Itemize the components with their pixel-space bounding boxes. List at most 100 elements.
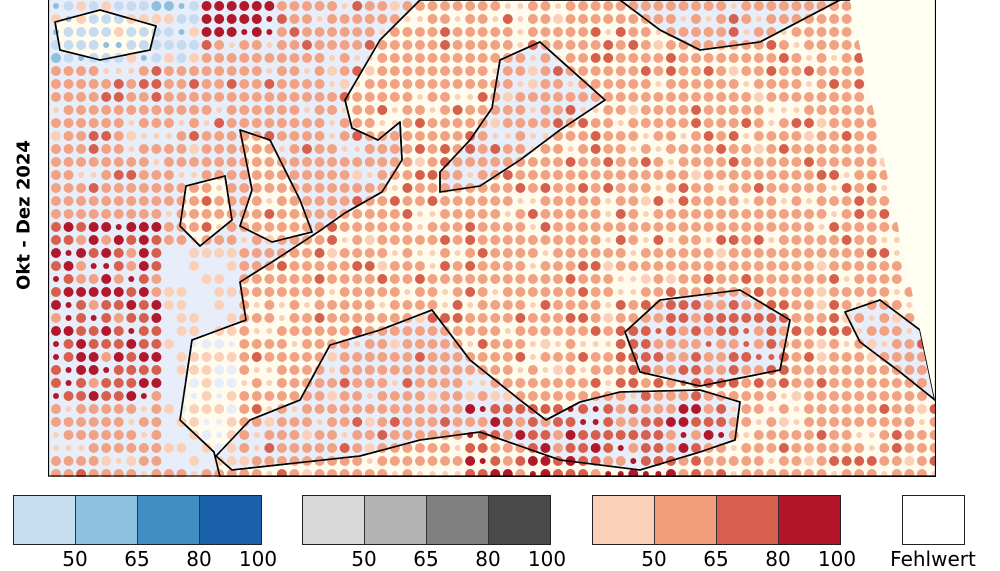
map-dot <box>467 302 474 308</box>
map-dot <box>766 66 777 76</box>
map-dot <box>640 79 651 89</box>
map-dot <box>201 274 212 284</box>
map-dot <box>226 365 237 375</box>
map-dot <box>716 339 727 349</box>
map-dot <box>276 196 287 206</box>
map-dot <box>540 326 551 336</box>
map-dot <box>276 469 287 477</box>
map-dot <box>665 261 676 271</box>
map-dot <box>565 287 576 297</box>
map-dot <box>289 170 300 180</box>
map-dot <box>741 118 752 128</box>
map-dot <box>540 92 551 102</box>
map-dot <box>427 313 438 323</box>
map-dot <box>364 352 375 362</box>
map-dot <box>665 469 676 477</box>
map-dot <box>617 289 624 295</box>
map-dot <box>352 313 363 323</box>
map-dot <box>329 81 336 87</box>
map-dot <box>854 105 865 115</box>
map-dot <box>327 196 338 206</box>
map-dot <box>753 456 764 466</box>
map-dot <box>266 328 273 334</box>
map-dot <box>703 183 714 193</box>
map-dot <box>854 118 865 128</box>
map-dot <box>502 235 513 245</box>
map-dot <box>264 417 275 427</box>
map-dot <box>316 16 323 22</box>
map-dot <box>804 365 814 375</box>
map-dot <box>766 157 777 167</box>
map-dot <box>352 274 363 284</box>
map-dot <box>239 313 250 323</box>
map-dot <box>653 40 664 50</box>
map-dot <box>176 157 187 167</box>
map-dot <box>527 209 538 219</box>
map-dot <box>101 391 112 401</box>
map-dot <box>866 417 877 427</box>
map-dot <box>452 131 463 141</box>
map-dot <box>590 443 601 453</box>
map-dot <box>440 404 451 414</box>
map-dot <box>214 274 225 284</box>
map-dot <box>578 469 589 477</box>
map-dot <box>831 55 838 61</box>
map-dot <box>879 456 890 466</box>
map-dot <box>63 261 74 271</box>
map-dot <box>402 378 413 388</box>
map-dot <box>327 300 338 310</box>
map-dot <box>151 53 162 63</box>
map-dot <box>176 53 187 63</box>
map-dot <box>703 131 714 141</box>
map-dot <box>504 133 511 139</box>
map-dot <box>728 430 739 440</box>
map-dot <box>565 1 576 11</box>
map-dot <box>841 456 852 466</box>
map-dot <box>176 391 187 401</box>
map-dot <box>76 391 87 401</box>
map-dot <box>665 443 676 453</box>
map-dot <box>718 185 725 191</box>
map-dot <box>517 367 524 373</box>
map-dot <box>452 365 463 375</box>
map-dot <box>615 27 626 37</box>
map-dot <box>414 131 425 141</box>
map-dot <box>691 27 702 37</box>
map-dot <box>201 378 212 388</box>
map-dot <box>389 274 400 284</box>
map-dot <box>578 157 589 167</box>
map-dot <box>402 261 413 271</box>
map-dot <box>678 66 689 76</box>
map-dot <box>906 302 913 308</box>
map-dot <box>414 378 425 388</box>
map-dot <box>728 196 739 206</box>
map-dot <box>88 1 99 11</box>
map-dot <box>728 391 739 401</box>
map-dot <box>728 14 739 24</box>
map-dot <box>540 274 551 284</box>
map-dot <box>138 235 149 245</box>
map-dot <box>766 287 777 297</box>
map-dot <box>791 235 802 245</box>
map-dot <box>176 14 187 24</box>
map-dot <box>527 66 538 76</box>
map-dot <box>553 248 563 258</box>
map-dot <box>404 16 411 22</box>
map-dot <box>730 445 737 451</box>
map-dot <box>339 131 350 141</box>
map-dot <box>640 118 651 128</box>
map-dot <box>603 404 614 414</box>
map-dot <box>540 118 551 128</box>
map-dot <box>791 196 802 206</box>
map-dot <box>490 118 501 128</box>
map-dot <box>592 341 599 347</box>
map-dot <box>239 326 250 336</box>
map-dot <box>452 300 463 310</box>
map-dot <box>829 1 840 11</box>
map-dot <box>916 456 927 466</box>
map-dot <box>829 170 840 180</box>
map-dot <box>289 27 300 37</box>
map-dot <box>113 157 124 167</box>
map-dot <box>691 430 702 440</box>
map-dot <box>251 287 262 297</box>
